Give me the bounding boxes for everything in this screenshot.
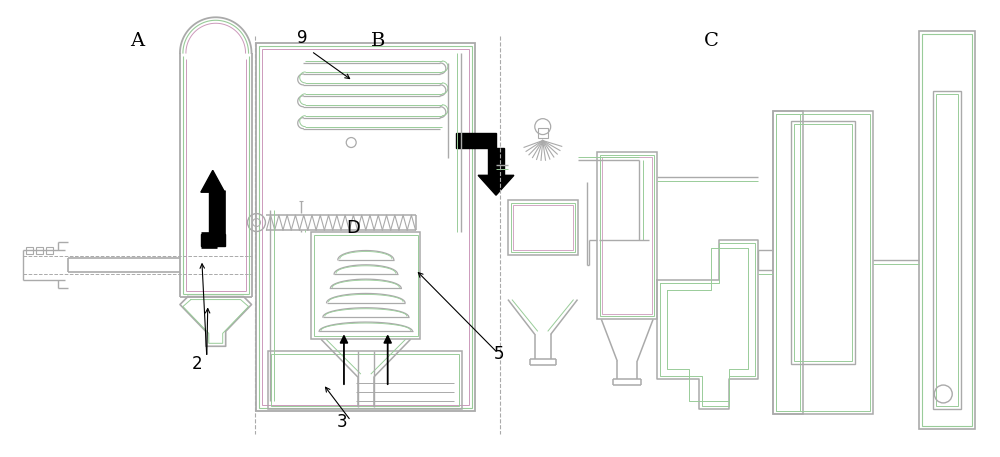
Bar [538,128,548,138]
Bar [262,49,469,405]
Polygon shape [201,170,225,192]
Polygon shape [488,149,504,175]
Text: 3: 3 [337,413,348,431]
Text: D: D [346,219,360,237]
Bar [919,31,975,429]
Text: C: C [704,32,719,50]
Bar [311,232,420,339]
Text: 5: 5 [494,345,505,363]
Bar [36,247,43,254]
Polygon shape [201,234,225,246]
Bar [511,203,575,252]
Text: B: B [371,32,385,50]
Polygon shape [478,175,514,195]
Polygon shape [209,192,217,246]
Bar [773,111,873,414]
Bar [256,43,475,411]
Bar [513,205,573,250]
Bar [794,124,852,361]
Text: 9: 9 [297,29,308,47]
Bar [791,121,855,364]
Bar [776,114,870,411]
Bar [776,114,800,411]
Bar [600,155,654,316]
Bar [936,94,958,406]
Text: 2: 2 [192,355,203,373]
Bar [508,200,578,255]
Bar [271,354,459,406]
Polygon shape [456,133,496,149]
Bar [773,111,803,414]
Text: A: A [130,32,144,50]
Bar [922,34,972,426]
Bar [933,91,961,409]
Bar [46,247,53,254]
Bar [268,351,462,409]
Bar [314,235,418,336]
Bar [597,153,657,319]
Bar [259,46,472,408]
Bar [602,157,652,314]
Bar [26,247,33,254]
